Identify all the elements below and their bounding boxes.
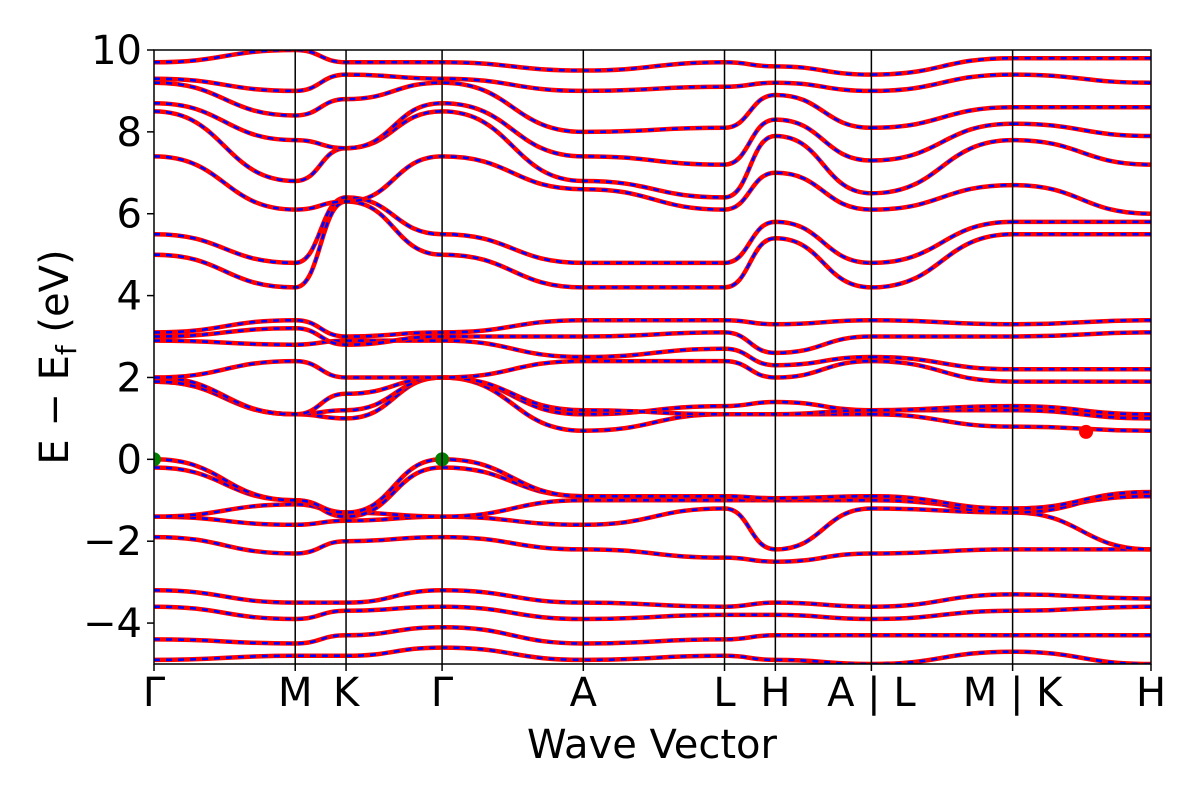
x-tick-label: M | K: [963, 670, 1064, 716]
band-line-overlay: [154, 318, 1151, 338]
band-line-overlay: [154, 339, 1151, 371]
x-tick-label: H: [760, 670, 790, 716]
x-tick-label: A | L: [827, 670, 916, 716]
y-tick-label: −4: [83, 601, 142, 647]
band-marker: [154, 452, 161, 467]
x-tick-label: L: [713, 670, 736, 716]
y-tick-label: 4: [117, 274, 142, 320]
band-line-overlay: [154, 110, 1151, 199]
y-tick-label: −2: [83, 519, 142, 565]
band-line-overlay: [154, 50, 1151, 76]
band-line-overlay: [154, 359, 1151, 383]
y-axis-ticks: −4 −2 0 2 4 6 8 10: [83, 28, 154, 647]
x-axis-title: Wave Vector: [527, 722, 778, 768]
x-tick-label: Γ: [143, 670, 166, 716]
high-symmetry-lines: [294, 50, 1014, 664]
band-line-overlay: [154, 535, 1151, 563]
band-line-overlay: [154, 646, 1151, 664]
x-tick-label: A: [570, 670, 598, 716]
band-line-overlay: [154, 605, 1151, 621]
band-line-overlay: [154, 589, 1151, 608]
band-marker: [1079, 424, 1094, 439]
band-line-overlay: [154, 155, 1151, 215]
y-axis-title-subscript: f: [50, 344, 83, 355]
band-line-overlay: [154, 625, 1151, 645]
x-tick-label: K: [333, 670, 361, 716]
x-tick-label: H: [1136, 670, 1166, 716]
y-tick-label: 2: [117, 355, 142, 401]
x-tick-label: M: [278, 670, 313, 716]
y-tick-label: 6: [117, 192, 142, 238]
y-tick-label: 10: [91, 28, 142, 74]
y-axis-title-unit: (eV): [32, 249, 78, 345]
band-line-overlay: [154, 73, 1151, 93]
y-axis-title: E − Ef (eV): [32, 249, 83, 464]
y-axis-title-main: E − E: [32, 355, 78, 465]
band-line-overlay: [154, 327, 1151, 355]
y-tick-label: 8: [117, 110, 142, 156]
x-tick-label: Γ: [431, 670, 454, 716]
plot-frame: [153, 49, 1152, 665]
band-line-overlay: [154, 507, 1151, 551]
y-tick-label: 0: [117, 437, 142, 483]
